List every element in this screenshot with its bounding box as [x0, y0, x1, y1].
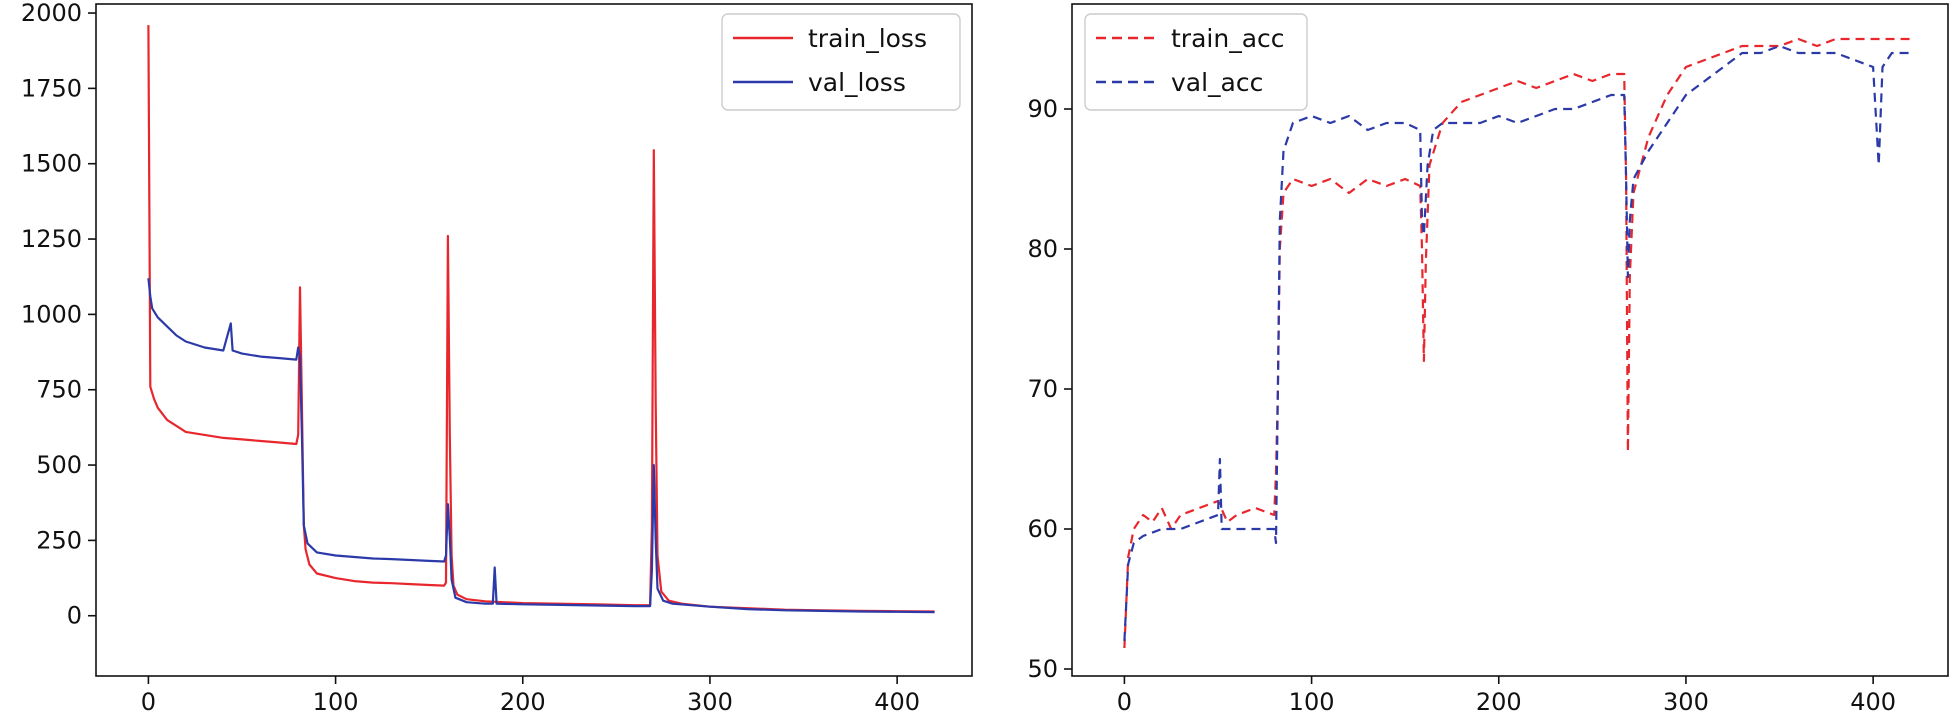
acc-y-tick-label: 80	[1027, 235, 1058, 263]
loss-y-tick-label: 0	[67, 602, 82, 630]
loss-chart-ticks: 0 100 200 300 400 0 250 500 750 1000 1250 1500 1750 2…	[21, 0, 920, 716]
accuracy-chart-ticks: 0 100 200 300 400 50 60 70 80 90	[1027, 95, 1896, 716]
loss-x-tick-label: 0	[141, 688, 156, 716]
acc-x-tick-label: 100	[1289, 688, 1335, 716]
val-loss-legend-label: val_loss	[808, 68, 906, 97]
loss-x-tick-label: 100	[313, 688, 359, 716]
acc-y-tick-label: 50	[1027, 655, 1058, 683]
acc-y-tick-label: 60	[1027, 515, 1058, 543]
accuracy-chart-lines	[1123, 37, 1911, 649]
loss-y-tick-label: 1750	[21, 74, 82, 102]
loss-chart-axes	[95, 3, 973, 677]
accuracy-chart-axes	[1071, 3, 1949, 677]
loss-y-tick-label: 1000	[21, 300, 82, 328]
train-loss-line	[147, 25, 935, 613]
accuracy-legend-box	[1084, 13, 1308, 111]
loss-y-tick-label: 750	[36, 376, 82, 404]
loss-y-tick-label: 250	[36, 526, 82, 554]
acc-y-tick-label: 90	[1027, 95, 1058, 123]
loss-chart-lines	[147, 25, 935, 614]
acc-x-tick-label: 200	[1476, 688, 1522, 716]
loss-y-tick-label: 1250	[21, 225, 82, 253]
acc-x-tick-label: 300	[1663, 688, 1709, 716]
val-loss-line	[147, 278, 935, 614]
acc-x-tick-label: 400	[1850, 688, 1896, 716]
loss-chart-panel: 0 100 200 300 400 0 250 500 750 1000 1250 1500 1750 2…	[21, 0, 973, 716]
val-acc-legend-label: val_acc	[1171, 68, 1263, 97]
accuracy-legend: train_acc val_acc	[1084, 13, 1308, 111]
val-acc-line	[1123, 44, 1911, 642]
loss-y-tick-label: 1500	[21, 150, 82, 178]
acc-y-tick-label: 70	[1027, 375, 1058, 403]
loss-x-tick-label: 200	[500, 688, 546, 716]
train-acc-line	[1123, 37, 1911, 649]
loss-y-tick-label: 2000	[21, 0, 82, 27]
train-acc-legend-label: train_acc	[1171, 24, 1285, 53]
accuracy-chart-panel: 0 100 200 300 400 50 60 70 80 90 train_acc val_ac…	[1027, 3, 1949, 716]
loss-x-tick-label: 300	[687, 688, 733, 716]
acc-x-tick-label: 0	[1117, 688, 1132, 716]
loss-y-tick-label: 500	[36, 451, 82, 479]
train-loss-legend-label: train_loss	[808, 24, 927, 53]
loss-legend: train_loss val_loss	[721, 13, 961, 111]
loss-x-tick-label: 400	[874, 688, 920, 716]
